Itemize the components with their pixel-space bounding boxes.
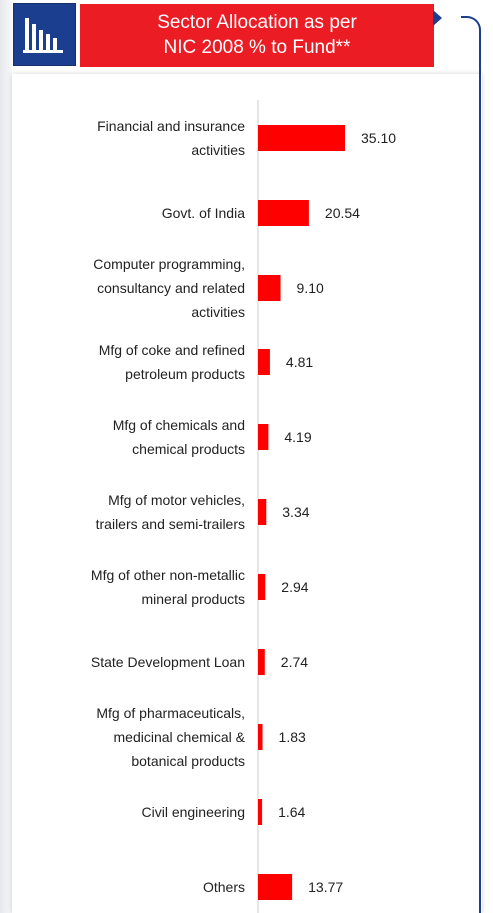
category-label-line: Govt. of India [162, 205, 245, 221]
category-label-line: Others [203, 879, 245, 895]
bar [258, 200, 309, 226]
bar [258, 424, 269, 450]
category-label-line: consultancy and related [97, 280, 245, 296]
category-label-line: chemical products [132, 441, 245, 457]
bar-value-label: 4.19 [284, 429, 311, 445]
bar [258, 125, 345, 151]
bar-value-label: 20.54 [325, 205, 360, 221]
chart-header: Sector Allocation as per NIC 2008 % to F… [80, 4, 434, 67]
category-label: Financial and insurance activities [97, 118, 245, 158]
category-label-line: Mfg of pharmaceuticals, [96, 705, 245, 721]
category-label-line: petroleum products [125, 366, 245, 382]
category-label: Mfg of other non-metallic mineral product… [91, 567, 245, 607]
chart-title: Sector Allocation as per NIC 2008 % to F… [157, 12, 357, 58]
category-label-line: State Development Loan [91, 654, 245, 670]
bar-value-label: 35.10 [361, 130, 396, 146]
bar [258, 724, 263, 750]
bar-chart-icon [13, 3, 76, 66]
bar [258, 874, 293, 900]
bar-value-label: 3.34 [282, 504, 309, 520]
bar [258, 349, 270, 375]
bar [258, 499, 267, 525]
category-label-line: medicinal chemical & [114, 729, 246, 745]
bar-value-label: 2.94 [281, 579, 308, 595]
category-label-line: Computer programming, [93, 256, 245, 272]
category-label-line: activities [191, 304, 245, 320]
category-label-line: trailers and semi-trailers [96, 516, 245, 532]
category-label-line: Civil engineering [141, 804, 245, 820]
category-label: State Development Loan [91, 654, 245, 670]
category-label-line: activities [191, 142, 245, 158]
category-label: Mfg of motor vehicles, trailers and semi-… [96, 492, 245, 532]
category-label-line: Mfg of other non-metallic [91, 567, 245, 583]
category-label: Govt. of India [162, 205, 245, 221]
bar-value-label: 1.83 [279, 729, 306, 745]
header-arrow [433, 10, 442, 26]
category-label-line: Mfg of motor vehicles, [108, 492, 245, 508]
category-label: Computer programming, consultancy and rel… [93, 256, 245, 320]
category-label-line: botanical products [131, 753, 245, 769]
bar-value-label: 13.77 [308, 879, 343, 895]
category-label: Mfg of coke and refined petroleum product… [99, 342, 245, 382]
category-label: Mfg of pharmaceuticals, medicinal chemica… [96, 705, 245, 769]
page-edge-shadow [0, 0, 12, 913]
category-label: Others [203, 879, 245, 895]
category-label: Civil engineering [141, 804, 245, 820]
category-label-line: Mfg of coke and refined [99, 342, 245, 358]
bar-value-label: 9.10 [297, 280, 324, 296]
bar [258, 799, 263, 825]
category-label-line: Financial and insurance [97, 118, 245, 134]
bar-value-label: 1.64 [278, 804, 305, 820]
category-label: Mfg of chemicals and chemical products [113, 417, 245, 457]
bar [258, 275, 281, 301]
chart-card [12, 74, 482, 913]
category-label-line: mineral products [142, 591, 246, 607]
category-label-line: Mfg of chemicals and [113, 417, 245, 433]
bar [258, 649, 265, 675]
bar-value-label: 2.74 [281, 654, 308, 670]
bar [258, 574, 266, 600]
bar-value-label: 4.81 [286, 354, 313, 370]
decorative-bracket [461, 16, 481, 913]
